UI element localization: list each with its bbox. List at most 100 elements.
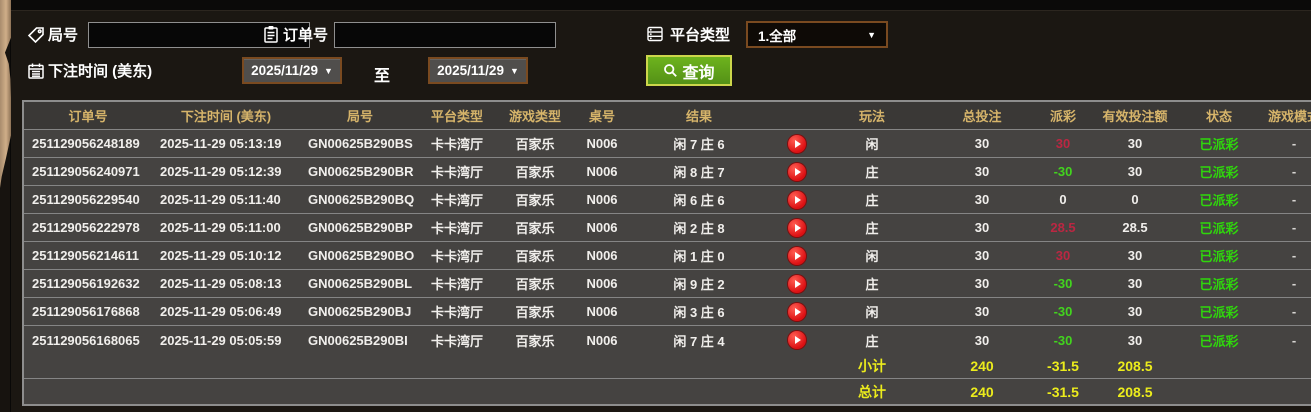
cell-total-bet: 30 (974, 248, 990, 263)
bet-time-label: 下注时间 (美东) (48, 63, 153, 80)
play-icon (795, 251, 801, 260)
status-badge: 已派彩 (1199, 221, 1239, 236)
replay-button[interactable] (788, 218, 806, 237)
cell-bet-time: 2025-11-29 05:08:13 (160, 276, 282, 291)
cell-bet-time: 2025-11-29 05:11:00 (160, 220, 281, 235)
cell-game-type: 百家乐 (515, 249, 555, 264)
date-to-select[interactable]: 2025/11/29 ▼ (428, 57, 528, 84)
col-result: 结果 (685, 109, 712, 124)
replay-button[interactable] (788, 162, 806, 181)
chevron-down-icon: ▼ (509, 65, 519, 76)
replay-button[interactable] (788, 246, 806, 265)
cell-game-no: GN00625B290BO (308, 248, 415, 263)
bet-records-table: 订单号 下注时间 (美东) 局号 平台类型 游戏类型 桌号 结果 玩法 总投注 … (22, 100, 1311, 406)
cell-platform: 卡卡湾厅 (430, 249, 483, 264)
cell-result: 闲 8 庄 7 (673, 165, 725, 180)
cell-total-bet: 30 (974, 276, 990, 291)
cell-valid-bet: 30 (1127, 332, 1143, 348)
cell-order-no: 251129056192632 (32, 276, 140, 291)
col-valid-bet: 有效投注额 (1102, 109, 1168, 124)
cell-game-type: 百家乐 (515, 305, 555, 320)
status-badge: 已派彩 (1199, 193, 1239, 208)
platform-type-label: 平台类型 (670, 27, 731, 44)
play-icon (795, 336, 801, 344)
cell-game-mode: - (1291, 220, 1297, 235)
cell-game-no: GN00625B290BJ (308, 304, 412, 319)
col-game-mode: 游戏模式 (1267, 109, 1311, 124)
cell-order-no: 251129056176868 (32, 304, 140, 319)
cell-game-no: GN00625B290BS (308, 136, 413, 151)
status-badge: 已派彩 (1199, 305, 1239, 320)
replay-button[interactable] (788, 190, 806, 209)
payout-cell: -30 (1053, 164, 1073, 179)
cell-result: 闲 7 庄 4 (673, 333, 725, 349)
replay-button[interactable] (788, 134, 806, 153)
status-badge: 已派彩 (1199, 333, 1239, 349)
cell-play: 庄 (865, 193, 879, 208)
col-game-type: 游戏类型 (508, 109, 561, 124)
replay-button[interactable] (788, 274, 806, 293)
cell-result: 闲 7 庄 6 (673, 137, 725, 152)
platform-type-select[interactable]: 1.全部 ▼ (746, 21, 888, 48)
cell-platform: 卡卡湾厅 (430, 193, 483, 208)
cell-game-type: 百家乐 (515, 137, 555, 152)
replay-button[interactable] (788, 331, 806, 349)
cell-platform: 卡卡湾厅 (430, 165, 483, 180)
cell-valid-bet: 28.5 (1122, 220, 1148, 235)
cell-order-no: 251129056168065 (32, 332, 140, 348)
status-badge: 已派彩 (1199, 277, 1239, 292)
top-strip (0, 0, 1311, 11)
payout-cell: -30 (1053, 304, 1073, 319)
cell-game-type: 百家乐 (515, 193, 555, 208)
cell-table-no: N006 (586, 136, 618, 151)
cell-bet-time: 2025-11-29 05:05:59 (160, 332, 282, 348)
cell-result: 闲 1 庄 0 (673, 249, 725, 264)
cell-result: 闲 6 庄 6 (673, 193, 725, 208)
cell-platform: 卡卡湾厅 (430, 137, 483, 152)
cell-game-type: 百家乐 (515, 333, 555, 349)
replay-button[interactable] (788, 302, 806, 321)
subtotal-valid-bet: 208.5 (1117, 358, 1153, 374)
cell-game-no: GN00625B290BQ (308, 192, 415, 207)
col-status: 状态 (1205, 109, 1232, 124)
payout-cell: -30 (1053, 276, 1073, 291)
cell-order-no: 251129056222978 (32, 220, 140, 235)
cell-result: 闲 2 庄 8 (673, 221, 725, 236)
date-from-value: 2025/11/29 (251, 63, 318, 78)
table-body: 251129056248189 2025-11-29 05:13:19 GN00… (24, 130, 1311, 354)
order-no-label: 订单号 (283, 27, 329, 44)
cell-bet-time: 2025-11-29 05:10:12 (160, 248, 282, 263)
cell-total-bet: 30 (974, 304, 990, 319)
table-row: 251129056248189 2025-11-29 05:13:19 GN00… (24, 130, 1311, 158)
status-badge: 已派彩 (1199, 249, 1239, 264)
cell-total-bet: 30 (974, 220, 990, 235)
query-button[interactable]: 查询 (646, 55, 732, 86)
cell-valid-bet: 30 (1127, 136, 1143, 151)
subtotal-row: 小计 240 -31.5 208.5 (24, 354, 1311, 379)
subtotal-label: 小计 (858, 358, 886, 374)
subtotal-payout: -31.5 (1047, 358, 1079, 374)
cell-total-bet: 30 (974, 332, 990, 348)
cell-valid-bet: 30 (1127, 276, 1143, 291)
cell-play: 庄 (865, 277, 879, 292)
cell-valid-bet: 0 (1131, 192, 1139, 207)
table-header-row: 订单号 下注时间 (美东) 局号 平台类型 游戏类型 桌号 结果 玩法 总投注 … (24, 102, 1311, 130)
table-row: 251129056240971 2025-11-29 05:12:39 GN00… (24, 158, 1311, 186)
payout-cell: -30 (1053, 332, 1073, 348)
cell-play: 庄 (865, 165, 879, 180)
chevron-down-icon: ▼ (867, 29, 876, 40)
play-icon (795, 195, 801, 204)
game-no-label: 局号 (48, 27, 79, 44)
cell-table-no: N006 (586, 304, 618, 319)
cell-total-bet: 30 (974, 164, 990, 179)
date-from-select[interactable]: 2025/11/29 ▼ (242, 57, 342, 84)
cell-game-no: GN00625B290BI (308, 332, 408, 348)
cell-order-no: 251129056214611 (32, 248, 140, 263)
total-row: 总计 240 -31.5 208.5 (24, 379, 1311, 404)
cell-bet-time: 2025-11-29 05:06:49 (160, 304, 282, 319)
cell-bet-time: 2025-11-29 05:12:39 (160, 164, 282, 179)
col-order-no: 订单号 (68, 109, 108, 124)
order-no-input[interactable] (334, 22, 556, 48)
cell-game-type: 百家乐 (515, 221, 555, 236)
play-icon (795, 167, 801, 176)
